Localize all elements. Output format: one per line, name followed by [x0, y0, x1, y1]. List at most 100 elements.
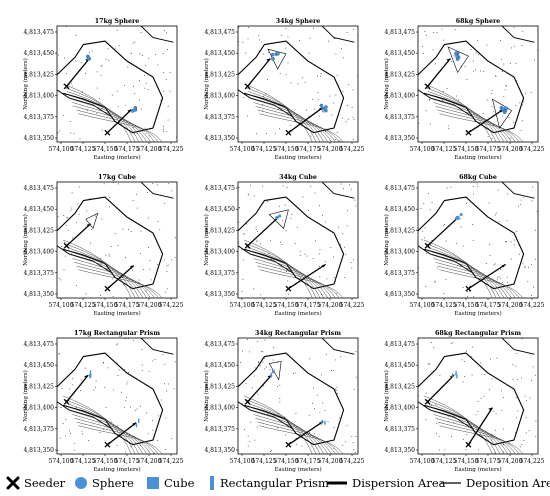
speckle	[431, 201, 433, 203]
speckle	[531, 295, 533, 296]
speckle	[168, 183, 170, 185]
speckle	[464, 66, 466, 68]
speckle	[341, 117, 343, 119]
y-tick-label: 4,813,450	[204, 206, 235, 213]
y-tick-label: 4,813,425	[384, 227, 415, 234]
speckle	[335, 359, 337, 361]
speckle	[340, 355, 342, 357]
speckle	[149, 260, 151, 262]
speckle	[511, 47, 512, 49]
speckle	[455, 243, 457, 244]
boundary-line	[418, 89, 473, 117]
speckle	[242, 350, 243, 352]
speckle	[254, 195, 256, 197]
speckle	[259, 365, 261, 366]
speckle	[124, 85, 126, 86]
speckle	[279, 401, 281, 403]
speckle	[284, 204, 286, 206]
speckle	[163, 129, 164, 131]
dispersion-line	[288, 263, 326, 290]
cube-marker	[459, 213, 463, 216]
speckle	[274, 369, 276, 371]
speckle	[126, 383, 127, 385]
speckle	[506, 276, 508, 278]
x-tick-label: 574,200	[137, 146, 162, 153]
contour-line	[257, 265, 340, 298]
speckle	[238, 186, 240, 188]
y-tick-label: 4,813,475	[384, 29, 415, 36]
speckle	[121, 391, 123, 393]
speckle	[472, 193, 474, 195]
speckle	[116, 343, 118, 345]
speckle	[522, 100, 524, 102]
speckle	[495, 214, 496, 216]
speckle	[519, 102, 521, 104]
speckle	[146, 412, 147, 414]
speckle	[310, 135, 312, 137]
y-tick-label: 4,813,425	[23, 227, 54, 234]
speckle	[309, 37, 311, 39]
speckle	[63, 269, 65, 271]
speckle	[302, 196, 304, 198]
speckle	[91, 229, 93, 230]
x-tick-label: 574,225	[520, 302, 545, 309]
speckle	[250, 421, 252, 423]
y-tick-label: 4,813,450	[23, 362, 54, 369]
speckle	[294, 372, 296, 374]
x-tick-label: 574,175	[296, 302, 321, 309]
speckle	[118, 369, 120, 371]
contour-line	[427, 91, 501, 142]
x-axis-label: Easting (meters)	[274, 310, 321, 317]
speckle	[144, 75, 145, 76]
contour-line	[78, 113, 163, 142]
speckle	[271, 259, 273, 260]
speckle	[515, 397, 517, 399]
speckle	[353, 28, 354, 30]
x-mark-icon	[6, 476, 20, 490]
y-tick-label: 4,813,475	[23, 29, 54, 36]
speckle	[471, 268, 473, 270]
speckle	[503, 444, 504, 446]
panel: 17kg Rectangular Prism 4,813,475 4,813,450…	[22, 330, 184, 473]
speckle	[141, 348, 143, 350]
panel-title: 68kg Sphere	[456, 18, 501, 25]
speckle	[521, 120, 523, 122]
y-axis-label: Northing (meters)	[383, 370, 390, 422]
speckle	[510, 258, 512, 260]
speckle	[319, 412, 321, 414]
speckle	[285, 47, 287, 49]
speckle	[76, 285, 78, 286]
y-tick-label: 4,813,425	[384, 383, 415, 390]
y-tick-label: 4,813,350	[204, 447, 235, 454]
seeder-marker	[285, 285, 292, 292]
speckle	[145, 64, 146, 66]
y-tick-label: 4,813,475	[204, 185, 235, 192]
contour-line	[425, 243, 497, 298]
speckle	[85, 367, 86, 369]
speckle	[64, 241, 65, 243]
speckle	[129, 406, 131, 408]
contour-line	[427, 247, 501, 298]
speckle	[522, 104, 524, 106]
contour-line	[245, 399, 317, 454]
speckle	[294, 242, 296, 244]
y-tick-label: 4,813,475	[23, 341, 54, 348]
speckle	[132, 127, 134, 128]
y-tick-label: 4,813,450	[204, 50, 235, 57]
y-tick-label: 4,813,450	[384, 206, 415, 213]
speckle	[349, 184, 350, 186]
speckle	[118, 45, 120, 47]
speckle	[517, 410, 519, 412]
speckle	[507, 282, 508, 284]
speckle	[169, 90, 171, 92]
contour-line	[435, 262, 516, 298]
speckle	[79, 138, 81, 140]
speckle	[421, 239, 423, 241]
speckle	[429, 99, 431, 100]
speckle	[335, 389, 337, 391]
x-tick-label: 574,125	[71, 146, 96, 153]
seeder-marker	[244, 398, 251, 405]
speckle	[325, 131, 327, 133]
speckle	[496, 278, 498, 280]
y-tick-label: 4,813,475	[204, 29, 235, 36]
